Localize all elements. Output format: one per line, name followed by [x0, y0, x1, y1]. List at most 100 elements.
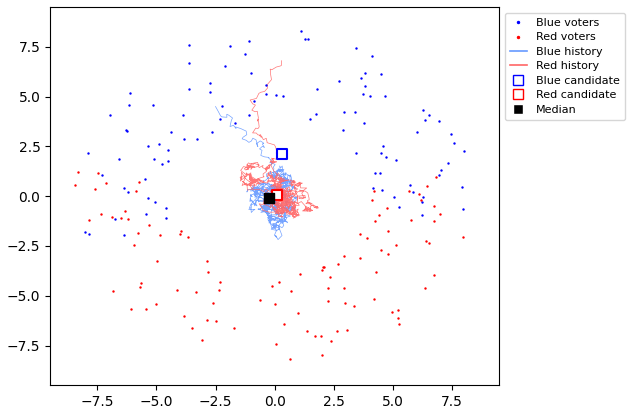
Point — [123, 215, 133, 222]
Legend: Blue voters, Red voters, Blue history, Red history, Blue candidate, Red candidat: Blue voters, Red voters, Blue history, R… — [504, 12, 625, 120]
Point — [126, 306, 137, 312]
Point — [375, 170, 386, 177]
Point — [151, 301, 161, 307]
Point — [107, 214, 117, 220]
Point — [246, 70, 256, 77]
Point — [406, 216, 416, 223]
Point — [362, 235, 372, 241]
Point — [84, 217, 94, 224]
Point — [356, 75, 366, 82]
Point — [355, 231, 365, 238]
Point — [121, 126, 131, 133]
Point — [155, 232, 166, 239]
Point — [374, 212, 384, 218]
Point — [129, 241, 139, 248]
Point — [208, 300, 218, 306]
Point — [457, 183, 467, 190]
Point — [431, 173, 441, 180]
Point — [271, 340, 281, 347]
Point — [175, 231, 185, 238]
Point — [311, 110, 321, 117]
Point — [303, 35, 313, 42]
Point — [367, 197, 377, 203]
Point — [147, 102, 157, 108]
Point — [83, 150, 93, 157]
Point — [215, 116, 225, 122]
Point — [370, 218, 380, 225]
Point — [216, 279, 226, 285]
Point — [133, 179, 143, 186]
Point — [368, 185, 378, 191]
Point — [458, 206, 468, 213]
Point — [404, 188, 414, 194]
Point — [355, 255, 365, 262]
Point — [325, 274, 335, 281]
Point — [73, 169, 83, 176]
Point — [394, 321, 404, 327]
Point — [423, 112, 434, 119]
Point — [416, 199, 427, 206]
Point — [244, 37, 254, 44]
Point — [408, 188, 418, 195]
Point — [190, 288, 200, 295]
Point — [184, 85, 194, 92]
Point — [230, 120, 240, 126]
Point — [211, 318, 221, 325]
Point — [205, 80, 215, 87]
Point — [125, 89, 135, 96]
Point — [383, 228, 393, 235]
Point — [240, 50, 250, 57]
Point — [375, 70, 386, 77]
Point — [323, 284, 333, 291]
Point — [114, 155, 124, 162]
Point — [416, 197, 426, 203]
Point — [434, 172, 444, 178]
Point — [377, 187, 387, 194]
Point — [295, 271, 305, 277]
Point — [149, 155, 159, 162]
Point — [418, 106, 428, 113]
Point — [296, 27, 306, 34]
Point — [381, 154, 391, 160]
Point — [420, 116, 430, 123]
Point — [286, 287, 296, 294]
Point — [141, 306, 151, 312]
Point — [380, 93, 390, 100]
Point — [197, 337, 207, 344]
Point — [422, 238, 432, 245]
Point — [264, 195, 274, 201]
Point — [207, 129, 217, 135]
Point — [429, 203, 439, 210]
Point — [152, 258, 162, 264]
Point — [192, 136, 202, 142]
Point — [90, 186, 100, 192]
Point — [186, 324, 197, 331]
Point — [316, 333, 326, 339]
Point — [140, 176, 150, 183]
Point — [429, 217, 439, 224]
Point — [244, 111, 254, 118]
Point — [261, 82, 271, 89]
Point — [376, 247, 386, 253]
Point — [300, 35, 310, 42]
Point — [391, 241, 401, 248]
Point — [389, 194, 399, 201]
Point — [116, 214, 126, 221]
Point — [143, 143, 153, 149]
Point — [267, 283, 277, 290]
Point — [135, 284, 145, 291]
Point — [301, 327, 312, 334]
Point — [412, 129, 422, 135]
Point — [101, 180, 111, 187]
Point — [351, 44, 361, 51]
Point — [434, 117, 444, 124]
Point — [131, 188, 142, 194]
Point — [108, 287, 118, 294]
Point — [249, 98, 259, 104]
Point — [176, 228, 186, 234]
Point — [416, 212, 427, 219]
Point — [370, 170, 380, 176]
Point — [161, 215, 171, 222]
Point — [96, 211, 106, 218]
Point — [183, 233, 193, 240]
